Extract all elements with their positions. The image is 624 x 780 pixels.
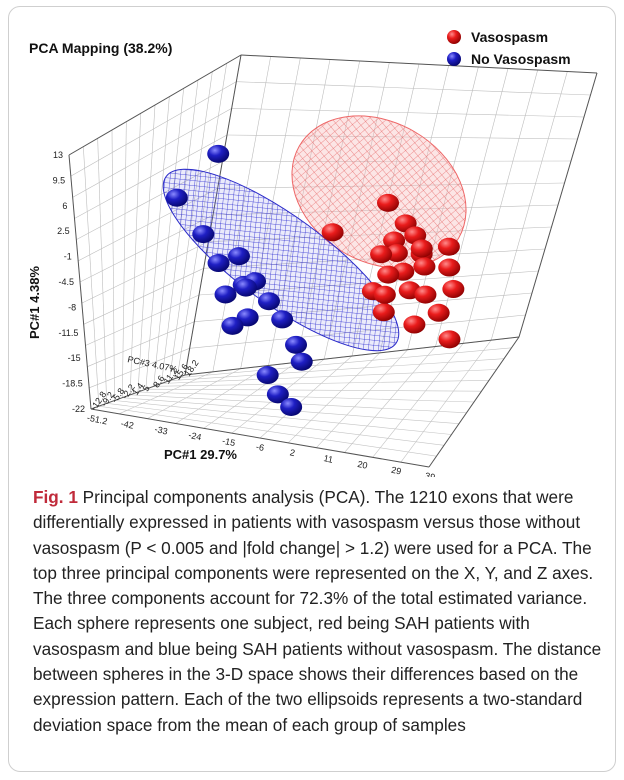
caption-text: Principal components analysis (PCA). The…: [33, 487, 602, 735]
y-tick-label: -22: [72, 404, 85, 414]
no-vasospasm-point: [214, 285, 237, 304]
vasospasm-point: [372, 303, 395, 322]
vasospasm-point: [413, 257, 436, 276]
back-wall-gridline: [231, 108, 585, 118]
back-wall-gridline: [463, 69, 538, 344]
y-tick-label: -11.5: [59, 328, 79, 338]
no-vasospasm-point: [165, 188, 188, 207]
legend-marker-no-vasospasm: [447, 52, 461, 66]
z-tick-label: 18.2: [182, 358, 200, 378]
no-vasospasm-point: [256, 366, 279, 385]
floor-gridline: [153, 380, 490, 387]
y-tick-label: -4.5: [58, 277, 74, 287]
box-edge: [428, 336, 520, 468]
figure-caption: Fig. 1 Principal components analysis (PC…: [33, 485, 613, 738]
back-wall-gridline: [236, 81, 591, 96]
floor-gridline: [169, 358, 505, 381]
z-tick-label: 5: [141, 383, 152, 393]
x-tick-label: -6: [255, 441, 265, 452]
z-axis-title: PC#3 4.07%: [127, 354, 179, 374]
x-tick-label: -24: [188, 430, 203, 442]
vasospasm-point: [427, 303, 450, 322]
back-wall-gridline: [490, 71, 568, 341]
no-vasospasm-point: [234, 278, 257, 297]
box-edge: [518, 72, 598, 338]
no-vasospasm-point: [207, 144, 230, 163]
x-tick-label: -33: [154, 424, 169, 436]
x-axis-title: PC#1 29.7%: [164, 447, 237, 462]
figure-panel: PCA Mapping (38.2%) Vasospasm No Vasospa…: [8, 6, 616, 772]
legend-label-no-vasospasm: No Vasospasm: [471, 51, 571, 67]
chart-legend: Vasospasm No Vasospasm: [447, 29, 571, 67]
no-vasospasm-point: [285, 335, 308, 354]
data-points: [165, 144, 465, 416]
box-edge: [90, 408, 430, 468]
no-vasospasm-point: [221, 316, 244, 335]
x-tick-label: 11: [323, 453, 334, 465]
y-tick-label: 13: [53, 150, 63, 160]
x-tick-label: 39: [424, 470, 436, 477]
floor-gridline: [400, 339, 492, 463]
left-wall-gridline: [72, 108, 232, 198]
y-tick-label: -15: [68, 353, 81, 363]
vasospasm-point: [437, 237, 460, 256]
x-tick-label: -42: [120, 418, 135, 430]
y-tick-label: -18.5: [62, 379, 83, 389]
no-vasospasm-point: [290, 352, 313, 371]
no-vasospasm-point: [227, 247, 250, 266]
vasospasm-point: [403, 315, 426, 334]
box-edge: [240, 54, 598, 74]
vasospasm-point: [373, 285, 396, 304]
box-edge: [90, 374, 186, 410]
no-vasospasm-point: [271, 310, 294, 329]
no-vasospasm-point: [266, 385, 289, 404]
no-vasospasm-point: [192, 225, 215, 244]
y-tick-label: -1: [64, 252, 72, 262]
floor-gridline: [177, 347, 512, 379]
vasospasm-point: [385, 244, 408, 263]
chart-title: PCA Mapping (38.2%): [29, 40, 172, 56]
x-tick-label: -15: [221, 436, 236, 448]
floor-gridline: [344, 346, 436, 453]
legend-label-vasospasm: Vasospasm: [471, 29, 548, 45]
floor-gridline: [372, 343, 464, 458]
vasospasm-point: [370, 245, 393, 264]
no-vasospasm-point: [280, 397, 303, 416]
y-axis-title: PC#1 4.38%: [27, 266, 42, 339]
vasospasm-point: [410, 239, 433, 258]
x-tick-label: 20: [357, 459, 369, 471]
vasospasm-point: [414, 285, 437, 304]
figure-label: Fig. 1: [33, 487, 78, 507]
legend-marker-vasospasm: [447, 30, 461, 44]
y-tick-label: 6: [62, 201, 67, 211]
vasospasm-point: [377, 193, 400, 212]
x-tick-label: 2: [289, 447, 296, 458]
box-edge: [184, 336, 520, 376]
no-vasospasm-point: [257, 292, 280, 311]
vasospasm-point: [321, 223, 344, 242]
vasospasm-point: [438, 258, 461, 277]
box-edge: [68, 154, 92, 410]
vasospasm-point: [377, 265, 400, 284]
no-vasospasm-point: [207, 254, 230, 273]
x-tick-label: 29: [390, 465, 402, 477]
pca-3d-scatter-chart: PCA Mapping (38.2%) Vasospasm No Vasospa…: [27, 29, 598, 477]
floor-gridline: [145, 388, 482, 392]
no-vasospasm-ellipsoid-mesh: [163, 169, 399, 351]
vasospasm-point: [442, 280, 465, 299]
left-wall-gridline: [70, 81, 237, 177]
box-edge: [68, 54, 242, 156]
y-tick-label: 2.5: [57, 226, 70, 236]
vasospasm-point: [438, 330, 461, 349]
y-tick-label: 9.5: [53, 175, 66, 185]
y-tick-label: -8: [68, 302, 76, 312]
x-tick-label: -51.2: [86, 412, 108, 426]
